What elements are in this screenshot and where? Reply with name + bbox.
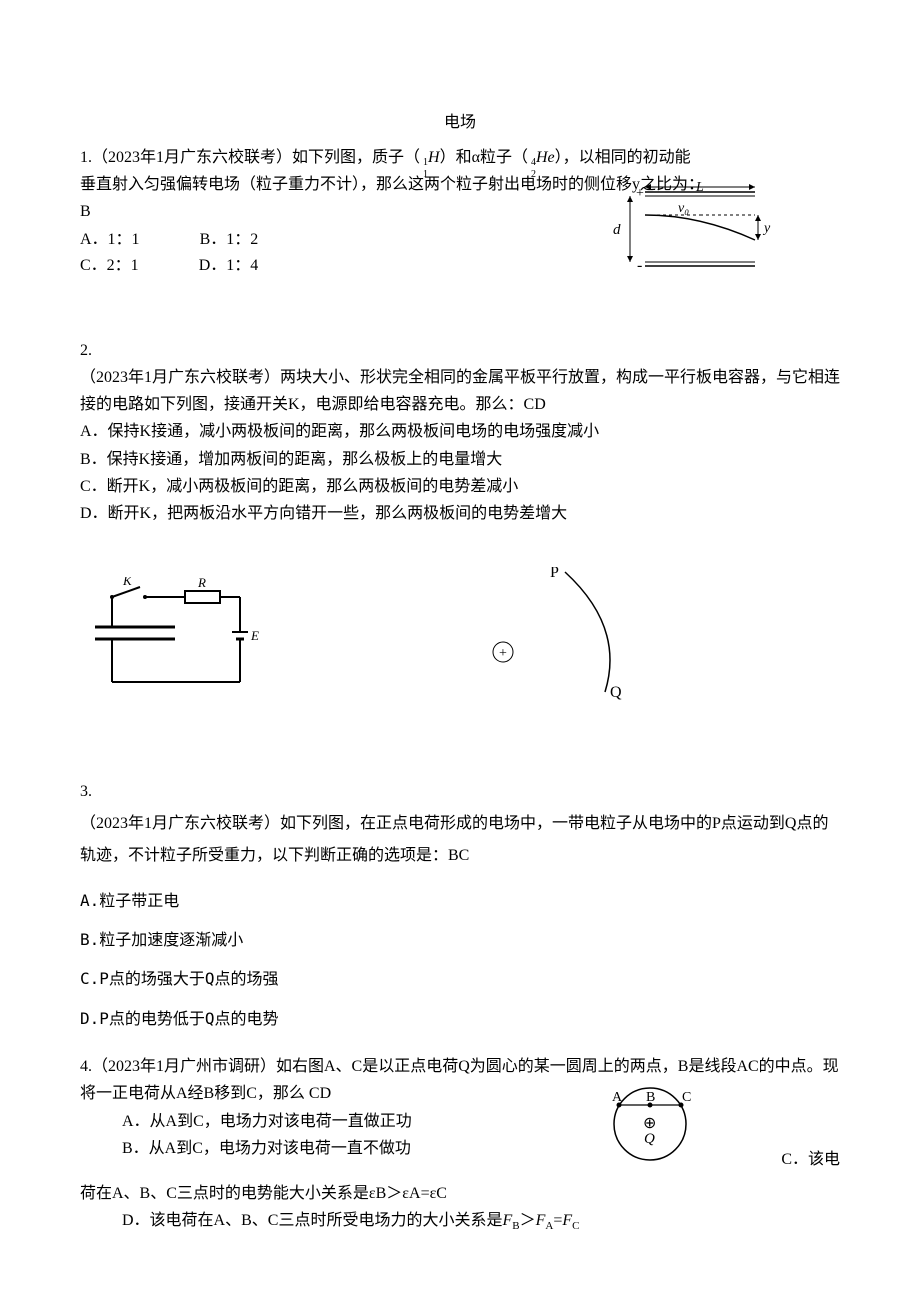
q2-opt-b: B．保持K接通，增加两板间的距离，那么极板上的电量增大: [80, 446, 840, 473]
q2-circuit-diagram: K R E: [90, 577, 270, 706]
q3-stem: （2023年1月广东六校联考）如下列图，在正点电荷形成的电场中，一带电粒子从电场…: [80, 808, 840, 872]
nuclide-H: 11H: [420, 144, 440, 171]
question-2: 2. （2023年1月广东六校联考）两块大小、形状完全相同的金属平板平行放置，构…: [80, 338, 840, 715]
q4-opt-c: 荷在A、B、C三点时的电势能大小关系是εB＞εA=εC: [80, 1180, 840, 1207]
svg-text:Q: Q: [644, 1131, 655, 1147]
q4-opt-d: D．该电荷在A、B、C三点时所受电场力的大小关系是FB＞FA=FC: [80, 1207, 840, 1236]
svg-text:A: A: [612, 1090, 623, 1105]
q1-opt-b: B．1：2: [200, 231, 259, 248]
question-4: 4.（2023年1月广州市调研）如右图A、C是以正点电荷Q为圆心的某一圆周上的两…: [80, 1053, 840, 1236]
nuclide-He: 42He: [528, 144, 555, 171]
q4-opt-b: B．从A到C，电场力对该电荷一直不做功: [80, 1135, 840, 1162]
q3-opt-d: D.P点的电势低于Q点的电势: [80, 1000, 840, 1039]
svg-text:P: P: [550, 567, 559, 581]
svg-text:B: B: [646, 1090, 655, 1105]
question-3: 3. （2023年1月广东六校联考）如下列图，在正点电荷形成的电场中，一带电粒子…: [80, 776, 840, 1040]
q3-trajectory-diagram: + P Q: [470, 567, 670, 716]
q3-opt-c: C.P点的场强大于Q点的场强: [80, 960, 840, 999]
page-title: 电场: [80, 110, 840, 136]
svg-text:R: R: [197, 577, 206, 590]
svg-text:+: +: [636, 186, 644, 201]
q4-circle-diagram: A B C ⊕ Q: [590, 1077, 710, 1176]
q4-opt-c-prefix: C．该电: [781, 1147, 840, 1173]
q1-opt-a: A．1：1: [80, 231, 140, 248]
q2-num: 2.: [80, 338, 840, 364]
q3-opt-b: B.粒子加速度逐渐减小: [80, 921, 840, 960]
svg-text:y: y: [762, 221, 771, 236]
question-1: 1.（2023年1月广东六校联考）如下列图，质子（11H）和α粒子（42He），…: [80, 144, 840, 279]
svg-text:L: L: [695, 182, 704, 195]
q4-stem: 4.（2023年1月广州市调研）如右图A、C是以正点电荷Q为圆心的某一圆周上的两…: [80, 1053, 840, 1107]
svg-text:C: C: [682, 1090, 691, 1105]
svg-text:-: -: [637, 257, 642, 274]
q1-stem-c: ），以相同的初动能: [555, 149, 691, 166]
svg-text:E: E: [250, 628, 259, 643]
q1-opt-c: C．2：1: [80, 257, 139, 274]
svg-text:+: +: [499, 646, 507, 661]
q1-opt-d: D．1：4: [199, 257, 259, 274]
q1-stem-a: 1.（2023年1月广东六校联考）如下列图，质子（: [80, 149, 420, 166]
q1-stem-b: ）和α粒子（: [440, 149, 528, 166]
svg-text:v₀: v₀: [678, 201, 689, 216]
q2-opt-d: D．断开K，把两板沿水平方向错开一些，那么两极板间的电势差增大: [80, 500, 840, 527]
svg-text:⊕: ⊕: [643, 1115, 656, 1132]
q3-num: 3.: [80, 776, 840, 808]
q1-diagram: L + - d v₀ y: [590, 182, 780, 291]
q1-answer: B: [80, 203, 91, 220]
q4-opt-a: A．从A到C，电场力对该电荷一直做正功: [80, 1108, 840, 1135]
svg-text:d: d: [613, 222, 621, 238]
q2-opt-c: C．断开K，减小两极板间的距离，那么两极板间的电势差减小: [80, 473, 840, 500]
q3-opt-a: A.粒子带正电: [80, 882, 840, 921]
svg-text:Q: Q: [610, 684, 622, 701]
q2-stem: （2023年1月广东六校联考）两块大小、形状完全相同的金属平板平行放置，构成一平…: [80, 364, 840, 418]
svg-text:K: K: [122, 577, 133, 588]
q2-opt-a: A．保持K接通，减小两极板间的距离，那么两极板间电场的电场强度减小: [80, 418, 840, 445]
